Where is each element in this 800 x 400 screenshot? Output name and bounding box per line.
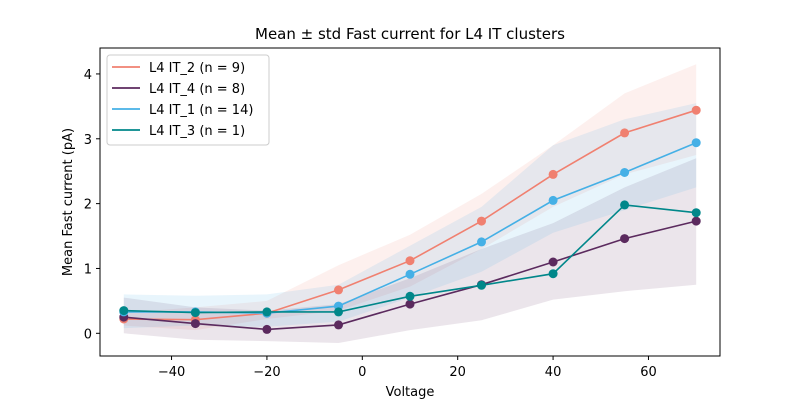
data-point [405,299,415,309]
data-point [262,307,272,317]
y-axis-label: Mean Fast current (pA) [61,128,76,276]
data-point [620,200,630,210]
data-point [405,269,415,279]
x-tick-label: 20 [449,365,466,380]
x-tick-label: 40 [545,365,562,380]
y-tick-label: 4 [84,68,92,83]
y-tick-label: 2 [84,198,92,213]
data-point [477,216,486,226]
x-axis-label: Voltage [386,385,435,400]
y-tick-label: 1 [84,262,92,277]
data-point [190,308,200,318]
legend-label-3: L4 IT_1 (n = 14) [149,103,253,118]
data-point [620,168,630,177]
data-point [262,324,272,334]
chart-title: Mean ± std Fast current for L4 IT cluste… [255,25,565,43]
y-tick-label: 3 [84,133,92,148]
data-point [477,280,486,290]
data-point [190,319,200,329]
series-points [119,105,701,334]
legend-label-4: L4 IT_3 (n = 1) [149,124,245,139]
data-point [620,234,630,244]
legend-box [106,54,270,146]
x-tick-label: −20 [253,365,280,380]
x-tick-label: 0 [358,365,366,380]
std-band-2 [123,158,697,343]
data-point [691,105,701,115]
data-point [405,291,415,301]
data-point [334,307,343,317]
x-tick-label: 60 [640,365,657,380]
data-point [334,320,343,330]
std-band-3 [123,103,697,329]
data-point [405,256,415,266]
legend-label-1: L4 IT_2 (n = 9) [149,61,245,76]
legend-label-2: L4 IT_4 (n = 8) [149,82,245,97]
data-point [334,285,343,295]
data-point [691,208,701,218]
data-point [548,195,558,205]
data-point [620,128,630,138]
data-point [548,269,558,279]
data-point [477,237,486,247]
data-point [691,138,701,148]
x-axis: −40 −20 0 20 40 60 [158,356,657,380]
data-point [691,216,701,226]
plot-frame [99,47,721,357]
legend: L4 IT_2 (n = 9) L4 IT_4 (n = 8) L4 IT_1 (n… [106,54,270,146]
data-point [548,169,558,179]
y-axis: 0 1 2 3 4 [84,68,100,342]
x-tick-label: −40 [158,365,185,380]
y-tick-label: 0 [84,327,92,342]
data-point [119,306,129,316]
data-point [548,257,558,267]
